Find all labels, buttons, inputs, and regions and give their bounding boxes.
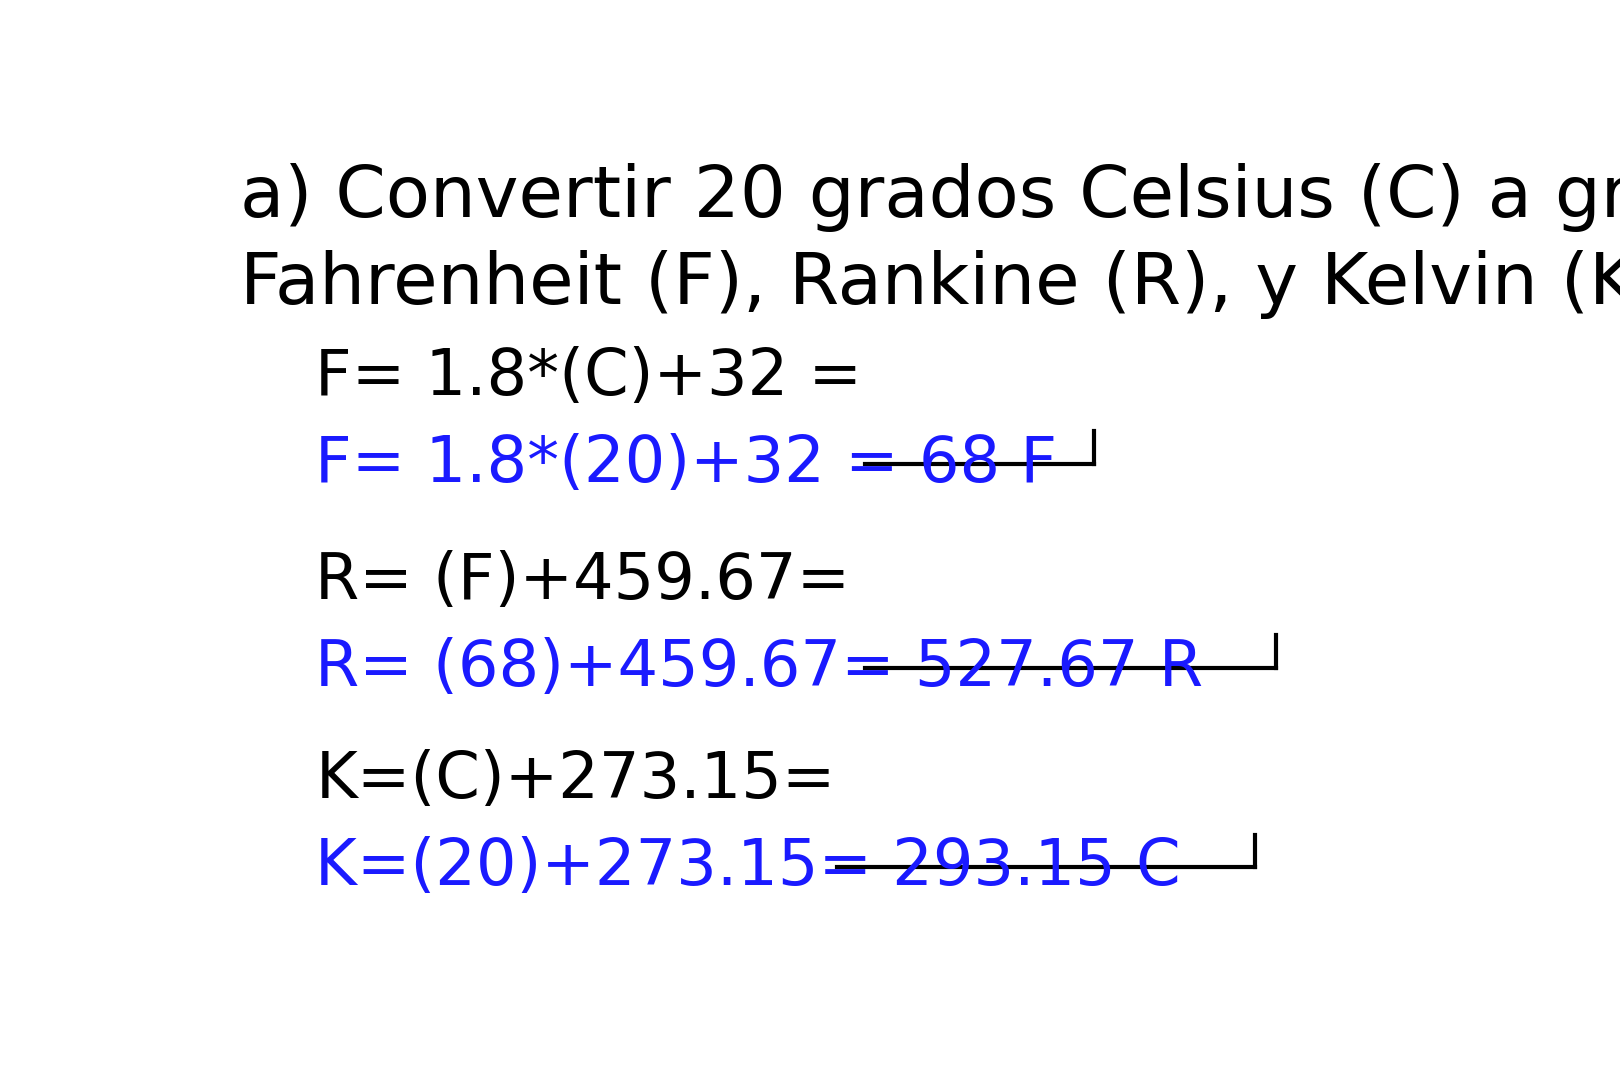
Text: K=(C)+273.15=: K=(C)+273.15= <box>316 750 836 811</box>
Text: Fahrenheit (F), Rankine (R), y Kelvin (K): Fahrenheit (F), Rankine (R), y Kelvin (K… <box>240 251 1620 320</box>
Text: F= 1.8*(20)+32 = 68 F: F= 1.8*(20)+32 = 68 F <box>316 433 1058 495</box>
Text: a) Convertir 20 grados Celsius (C) a grados: a) Convertir 20 grados Celsius (C) a gra… <box>240 163 1620 232</box>
Text: K=(20)+273.15= 293.15 C: K=(20)+273.15= 293.15 C <box>316 836 1181 899</box>
Text: F= 1.8*(C)+32 =: F= 1.8*(C)+32 = <box>316 346 862 408</box>
Text: R= (68)+459.67= 527.67 R: R= (68)+459.67= 527.67 R <box>316 637 1204 699</box>
Text: R= (F)+459.67=: R= (F)+459.67= <box>316 550 850 611</box>
